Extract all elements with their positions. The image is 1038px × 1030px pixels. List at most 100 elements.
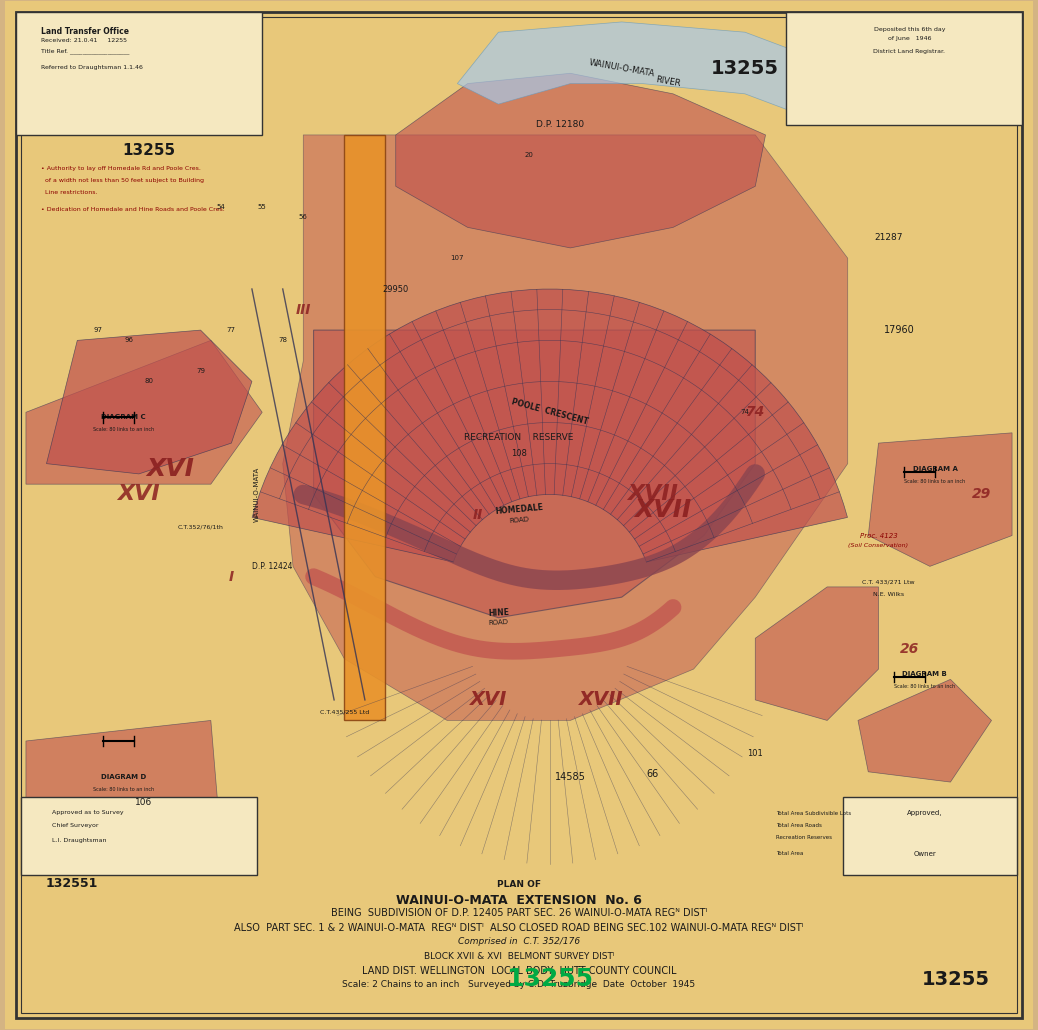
Text: HINE: HINE [488, 608, 510, 618]
Text: 79: 79 [196, 368, 206, 374]
FancyBboxPatch shape [21, 797, 257, 874]
Text: 29950: 29950 [383, 284, 409, 294]
Polygon shape [756, 587, 878, 720]
Text: N.E. Wilks: N.E. Wilks [873, 591, 904, 596]
Text: Proc. 4123: Proc. 4123 [859, 533, 898, 539]
Text: BLOCK XVII & XVI  BELMONT SURVEY DISTᴵ: BLOCK XVII & XVI BELMONT SURVEY DISTᴵ [424, 952, 614, 961]
Text: Land Transfer Office: Land Transfer Office [42, 27, 130, 36]
Polygon shape [47, 330, 252, 474]
Polygon shape [26, 720, 221, 864]
Text: BEING  SUBDIVISION OF D.P. 12405 PART SEC. 26 WAINUI-O-MATA REGᴺ DISTᴵ: BEING SUBDIVISION OF D.P. 12405 PART SEC… [331, 908, 707, 919]
Polygon shape [868, 433, 1012, 566]
Text: DIAGRAM B: DIAGRAM B [902, 672, 947, 677]
Text: Approved,: Approved, [907, 810, 943, 816]
Text: 107: 107 [450, 255, 464, 262]
Text: Total Area Subdivisible Lots: Total Area Subdivisible Lots [775, 811, 851, 816]
Text: Scale: 80 links to an inch: Scale: 80 links to an inch [894, 684, 955, 689]
Text: Scale: 80 links to an inch: Scale: 80 links to an inch [93, 787, 154, 792]
Polygon shape [858, 680, 991, 782]
Text: DIAGRAM A: DIAGRAM A [912, 466, 957, 472]
Text: L.I. Draughtsman: L.I. Draughtsman [52, 837, 106, 843]
Text: Total Area Roads: Total Area Roads [775, 823, 822, 828]
Text: 74: 74 [745, 405, 765, 419]
Text: C.T.352/76/1th: C.T.352/76/1th [177, 525, 223, 529]
Polygon shape [313, 330, 756, 618]
Text: Total Area: Total Area [775, 851, 803, 856]
Text: Deposited this 6th day: Deposited this 6th day [874, 27, 945, 32]
Text: XVI: XVI [117, 484, 160, 505]
Text: of June   1946: of June 1946 [887, 36, 931, 41]
Text: (Soil Conservation): (Soil Conservation) [848, 543, 908, 548]
Text: LAND DIST. WELLINGTON  LOCAL BODY  HUTT COUNTY COUNCIL: LAND DIST. WELLINGTON LOCAL BODY HUTT CO… [362, 966, 676, 976]
Polygon shape [252, 289, 847, 562]
Text: ALSO  PART SEC. 1 & 2 WAINUI-O-MATA  REGᴺ DISTᴵ  ALSO CLOSED ROAD BEING SEC.102 : ALSO PART SEC. 1 & 2 WAINUI-O-MATA REGᴺ … [235, 923, 803, 933]
Text: XVI: XVI [469, 690, 507, 710]
Text: HOMEDALE: HOMEDALE [494, 504, 544, 516]
Text: XVII: XVII [627, 484, 678, 505]
Text: 74: 74 [740, 409, 749, 415]
Text: 13255: 13255 [711, 59, 778, 77]
Text: 55: 55 [257, 204, 267, 210]
Text: 96: 96 [125, 338, 133, 343]
Text: • Authority to lay off Homedale Rd and Poole Cres.: • Authority to lay off Homedale Rd and P… [42, 166, 201, 171]
Text: Referred to Draughtsman 1.1.46: Referred to Draughtsman 1.1.46 [42, 65, 143, 70]
Polygon shape [458, 22, 868, 125]
Text: 13255: 13255 [122, 143, 175, 158]
Text: 108: 108 [511, 449, 527, 458]
Text: 97: 97 [93, 328, 103, 333]
Text: Owner: Owner [913, 851, 936, 857]
Text: III: III [296, 303, 311, 316]
Text: RIVER: RIVER [655, 75, 681, 89]
Text: 29: 29 [972, 487, 991, 502]
Text: DIAGRAM C: DIAGRAM C [102, 414, 145, 420]
Text: II: II [472, 508, 483, 522]
Text: Chief Surveyor: Chief Surveyor [52, 823, 99, 828]
Text: 77: 77 [227, 328, 236, 333]
Polygon shape [345, 135, 385, 720]
Text: District Land Registrar.: District Land Registrar. [873, 48, 946, 54]
Text: WAINUI-O-MATA: WAINUI-O-MATA [254, 467, 261, 522]
Text: 20: 20 [525, 152, 534, 159]
Text: 54: 54 [217, 204, 225, 210]
Text: 78: 78 [278, 338, 288, 343]
Polygon shape [395, 73, 766, 248]
Text: WAINUI-O-MATA  EXTENSION  No. 6: WAINUI-O-MATA EXTENSION No. 6 [397, 894, 641, 907]
Text: ROAD: ROAD [509, 516, 529, 524]
Text: PLAN OF: PLAN OF [497, 880, 541, 889]
FancyBboxPatch shape [843, 797, 1017, 874]
Text: Recreation Reserves: Recreation Reserves [775, 835, 831, 840]
Polygon shape [282, 135, 848, 720]
Text: XVII: XVII [634, 497, 691, 522]
Text: XVI: XVI [145, 456, 194, 481]
Text: D.P. 12180: D.P. 12180 [536, 121, 584, 129]
Text: 13255: 13255 [507, 967, 594, 991]
Text: 13255: 13255 [922, 970, 989, 989]
Text: 17960: 17960 [883, 325, 914, 335]
Text: Scale: 80 links to an inch: Scale: 80 links to an inch [93, 427, 154, 433]
Text: Scale: 2 Chains to an inch   Surveyed by C.D. Truzbridge  Date  October  1945: Scale: 2 Chains to an inch Surveyed by C… [343, 981, 695, 990]
Text: Scale: 80 links to an inch: Scale: 80 links to an inch [904, 479, 965, 484]
Text: Line restrictions.: Line restrictions. [42, 191, 98, 196]
Text: 80: 80 [144, 378, 154, 384]
Text: Comprised in  C.T. 352/176: Comprised in C.T. 352/176 [458, 937, 580, 947]
Text: XVII: XVII [579, 690, 624, 710]
FancyBboxPatch shape [16, 11, 263, 135]
Text: • Dedication of Homedale and Hine Roads and Poole Cres.: • Dedication of Homedale and Hine Roads … [42, 207, 225, 212]
Text: 56: 56 [299, 214, 307, 220]
Text: of a width not less than 50 feet subject to Building: of a width not less than 50 feet subject… [42, 178, 204, 183]
Text: Title Ref. ___________________: Title Ref. ___________________ [42, 48, 130, 55]
Text: WAINUI-O-MATA: WAINUI-O-MATA [589, 58, 655, 78]
Text: I: I [228, 570, 234, 584]
Text: 106: 106 [135, 798, 153, 808]
Text: 21287: 21287 [875, 233, 903, 242]
Text: 132551: 132551 [46, 877, 99, 890]
Text: C.T. 433/271 Ltw: C.T. 433/271 Ltw [863, 579, 916, 584]
Text: C.T.435/255 Ltd: C.T.435/255 Ltd [320, 710, 368, 715]
FancyBboxPatch shape [786, 11, 1022, 125]
Text: D.P. 12424: D.P. 12424 [252, 561, 293, 571]
Text: 14585: 14585 [555, 771, 585, 782]
Text: RECREATION    RESERVE: RECREATION RESERVE [464, 434, 574, 443]
Text: Received: 21.0.41     12255: Received: 21.0.41 12255 [42, 38, 128, 43]
Text: 101: 101 [747, 749, 763, 758]
Text: ROAD: ROAD [488, 619, 509, 626]
